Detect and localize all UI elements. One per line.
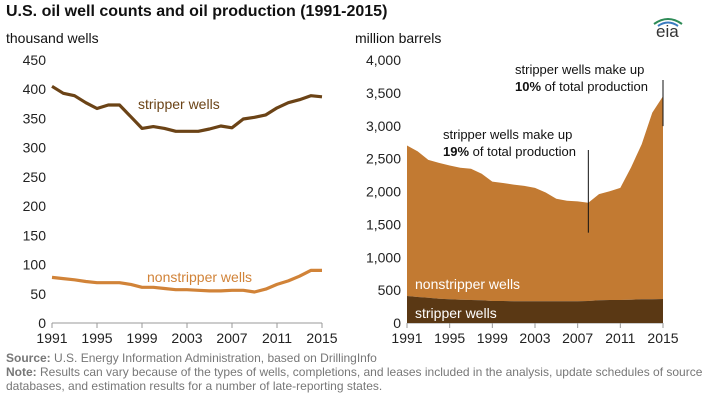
left-y-tick-label: 250	[23, 169, 47, 185]
right-y-axis-label: million barrels	[355, 30, 442, 46]
left-y-tick-label: 350	[23, 110, 47, 126]
left-x-tick-label: 1991	[36, 330, 67, 346]
left-x-tick-label: 1995	[81, 330, 112, 346]
note-label: Note:	[6, 365, 37, 379]
right-x-tick-label: 1995	[434, 330, 465, 346]
left-y-tick-label: 150	[23, 227, 47, 243]
left-x-tick-label: 1999	[126, 330, 157, 346]
right-series-label-stripper: stripper wells	[415, 305, 497, 321]
left-y-tick-label: 50	[30, 286, 46, 302]
right-y-tick-label: 2,000	[366, 184, 401, 200]
left-x-tick-label: 2011	[262, 330, 292, 346]
right-y-tick-label: 3,000	[366, 118, 401, 134]
left-x-tick-label: 2007	[216, 330, 247, 346]
right-y-tick-label: 1,000	[366, 249, 401, 265]
annotation-percent-2008: 19%	[443, 144, 469, 159]
left-y-tick-label: 0	[38, 315, 46, 331]
right-y-tick-label: 1,500	[366, 216, 401, 232]
right-y-tick-label: 3,500	[366, 85, 401, 101]
right-x-tick-label: 2011	[605, 330, 635, 346]
right-y-tick-label: 500	[378, 282, 402, 298]
annotation-line2-2008: 19% of total production	[443, 144, 576, 159]
right-x-tick-label: 2015	[647, 330, 678, 346]
annotation-rest-2015: of total production	[541, 79, 648, 94]
left-series-line-nonstripper	[51, 268, 322, 294]
right-series-label-nonstripper: nonstripper wells	[415, 276, 520, 292]
footnote: Note: Results can vary because of the ty…	[6, 365, 718, 393]
left-y-tick-label: 100	[23, 257, 47, 273]
left-y-tick-label: 200	[23, 198, 47, 214]
left-series-label-stripper: stripper wells	[138, 96, 220, 112]
eia-logo-text: eia	[656, 22, 679, 41]
note-text: Results can vary because of the types of…	[6, 365, 703, 393]
right-area-nonstripper	[407, 96, 663, 302]
chart-title: U.S. oil well counts and oil production …	[6, 3, 388, 20]
annotation-line2-2015: 10% of total production	[515, 79, 648, 94]
left-y-tick-label: 400	[23, 81, 47, 97]
right-x-tick-label: 2003	[519, 330, 550, 346]
right-area-stripper	[407, 296, 663, 323]
right-x-tick-label: 1999	[477, 330, 508, 346]
right-x-tick-label: 2007	[562, 330, 593, 346]
left-series-line-stripper	[51, 84, 323, 133]
right-y-tick-label: 0	[393, 315, 401, 331]
left-y-tick-label: 450	[23, 52, 47, 68]
eia-logo-icon	[653, 18, 683, 27]
annotation-line1-2008: stripper wells make up	[443, 127, 572, 142]
left-series-label-nonstripper: nonstripper wells	[147, 269, 252, 285]
right-x-tick-label: 1991	[391, 330, 422, 346]
left-y-tick-label: 300	[23, 140, 47, 156]
source-note: Source: U.S. Energy Information Administ…	[6, 351, 377, 365]
right-y-tick-label: 2,500	[366, 151, 401, 167]
annotation-line1-2015: stripper wells make up	[515, 62, 644, 77]
source-text: U.S. Energy Information Administration, …	[50, 351, 377, 365]
left-y-axis-label: thousand wells	[6, 30, 99, 46]
source-label: Source:	[6, 351, 51, 365]
right-y-tick-label: 4,000	[366, 52, 401, 68]
annotation-percent-2015: 10%	[515, 79, 541, 94]
annotation-rest-2008: of total production	[469, 144, 576, 159]
left-x-tick-label: 2003	[171, 330, 202, 346]
left-x-tick-label: 2015	[306, 330, 337, 346]
